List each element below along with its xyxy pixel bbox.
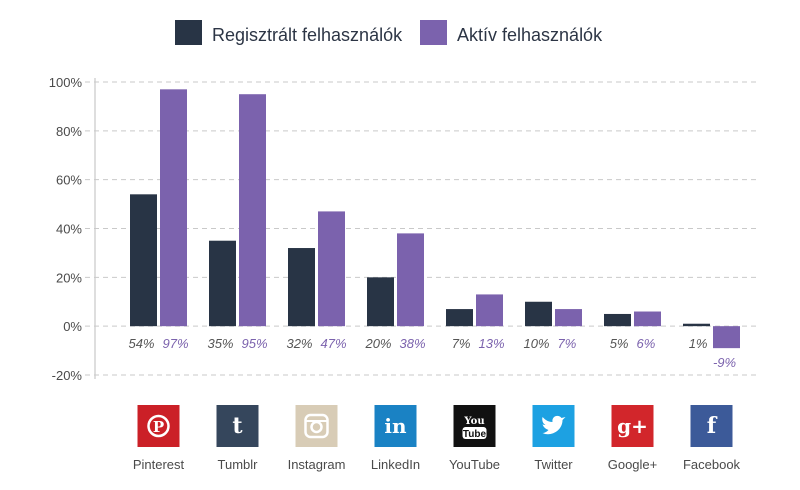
legend-swatch-active (420, 20, 447, 45)
bar-registered-youtube (446, 309, 473, 327)
x-category-label: Twitter (534, 457, 573, 472)
youtube-icon: You Tube (453, 405, 496, 447)
x-category-label: Pinterest (133, 457, 185, 472)
instagram-frame (304, 413, 329, 439)
bar-registered-facebook (683, 323, 710, 327)
tumblr-icon-bg (216, 405, 259, 447)
data-label-active: 38% (400, 336, 426, 351)
data-labels: 54% 97% 35% 95% 32% 47% 20% 38% 7% 13% 10% 7% 5% 6% 1%… (128, 336, 736, 370)
facebook-icon-glyph: f (707, 413, 718, 439)
bar-registered-google (604, 313, 631, 327)
grid: 100% 80% 60% 40% 20% 0% -20% (49, 75, 760, 383)
data-label-registered: 7% (452, 336, 471, 351)
bars (130, 89, 740, 349)
x-category-label: YouTube (449, 457, 500, 472)
pinterest-icon-bg (137, 405, 180, 447)
data-label-active: 97% (163, 336, 189, 351)
data-label-registered: 20% (364, 336, 391, 351)
data-label-registered: 54% (128, 336, 154, 351)
legend-label-registered: Regisztrált felhasználók (212, 25, 403, 45)
bar-active-facebook (713, 326, 740, 349)
bar-registered-pinterest (130, 194, 157, 327)
bar-registered-twitter (525, 301, 552, 327)
data-label-active: 7% (558, 336, 577, 351)
data-label-registered: 10% (523, 336, 549, 351)
y-tick-label: 40% (56, 222, 82, 237)
bar-active-tumblr (239, 94, 266, 327)
instagram-icon (295, 405, 338, 447)
data-label-registered: 5% (610, 336, 629, 351)
data-label-active: 13% (479, 336, 505, 351)
tumblr-icon: t (216, 405, 259, 447)
bar-active-twitter (555, 309, 582, 327)
bar-active-linkedin (397, 233, 424, 327)
google-plus-icon: g+ (611, 405, 654, 447)
data-label-registered: 35% (207, 336, 233, 351)
data-label-active: 95% (242, 336, 268, 351)
y-tick-label: 60% (56, 173, 82, 188)
x-category-label: Tumblr (218, 457, 259, 472)
youtube-glyph-top: You (463, 416, 484, 427)
platform-icons: P Pinterest t Tumblr Instagram in LinkedIn You T… (133, 405, 741, 472)
tumblr-icon-glyph: t (232, 413, 243, 439)
data-label-active: 6% (637, 336, 656, 351)
data-label-registered: 1% (689, 336, 708, 351)
legend-swatch-registered (175, 20, 202, 45)
data-label-active: 47% (321, 336, 347, 351)
bar-active-pinterest (160, 89, 187, 327)
google-plus-icon-bg (611, 405, 654, 447)
y-tick-label: -20% (52, 368, 83, 383)
data-label-active: -9% (713, 355, 736, 370)
google-plus-icon-glyph: g+ (617, 414, 648, 438)
data-label-registered: 32% (286, 336, 312, 351)
youtube-glyph-bottom: Tube (463, 429, 487, 440)
x-category-label: LinkedIn (371, 457, 420, 472)
facebook-icon-bg (690, 405, 733, 447)
bar-active-youtube (476, 294, 503, 327)
x-category-label: Google+ (608, 457, 658, 472)
pinterest-glyph: P (153, 418, 164, 436)
x-category-label: Instagram (288, 457, 346, 472)
pinterest-ring (147, 414, 170, 438)
twitter-icon (532, 405, 575, 447)
linkedin-icon: in (374, 405, 417, 447)
youtube-icon-bg (453, 405, 496, 447)
y-tick-label: 0% (63, 319, 82, 334)
linkedin-icon-bg (374, 405, 417, 447)
pinterest-icon: P (137, 405, 180, 447)
bar-registered-instagram (288, 248, 315, 327)
instagram-icon-bg (295, 405, 338, 447)
legend: Regisztrált felhasználók Aktív felhaszná… (175, 20, 603, 45)
bar-registered-tumblr (209, 240, 236, 327)
facebook-icon: f (690, 405, 733, 447)
instagram-band (305, 420, 328, 422)
legend-label-active: Aktív felhasználók (457, 25, 603, 45)
y-tick-label: 20% (56, 270, 82, 285)
y-tick-label: 100% (49, 75, 83, 90)
bar-registered-linkedin (367, 277, 394, 327)
twitter-bird (542, 415, 566, 435)
youtube-tube-box (462, 427, 487, 439)
y-tick-label: 80% (56, 124, 82, 139)
bar-active-google (634, 311, 661, 327)
x-category-label: Facebook (683, 457, 741, 472)
bar-active-instagram (318, 211, 345, 327)
linkedin-icon-glyph: in (384, 414, 407, 438)
